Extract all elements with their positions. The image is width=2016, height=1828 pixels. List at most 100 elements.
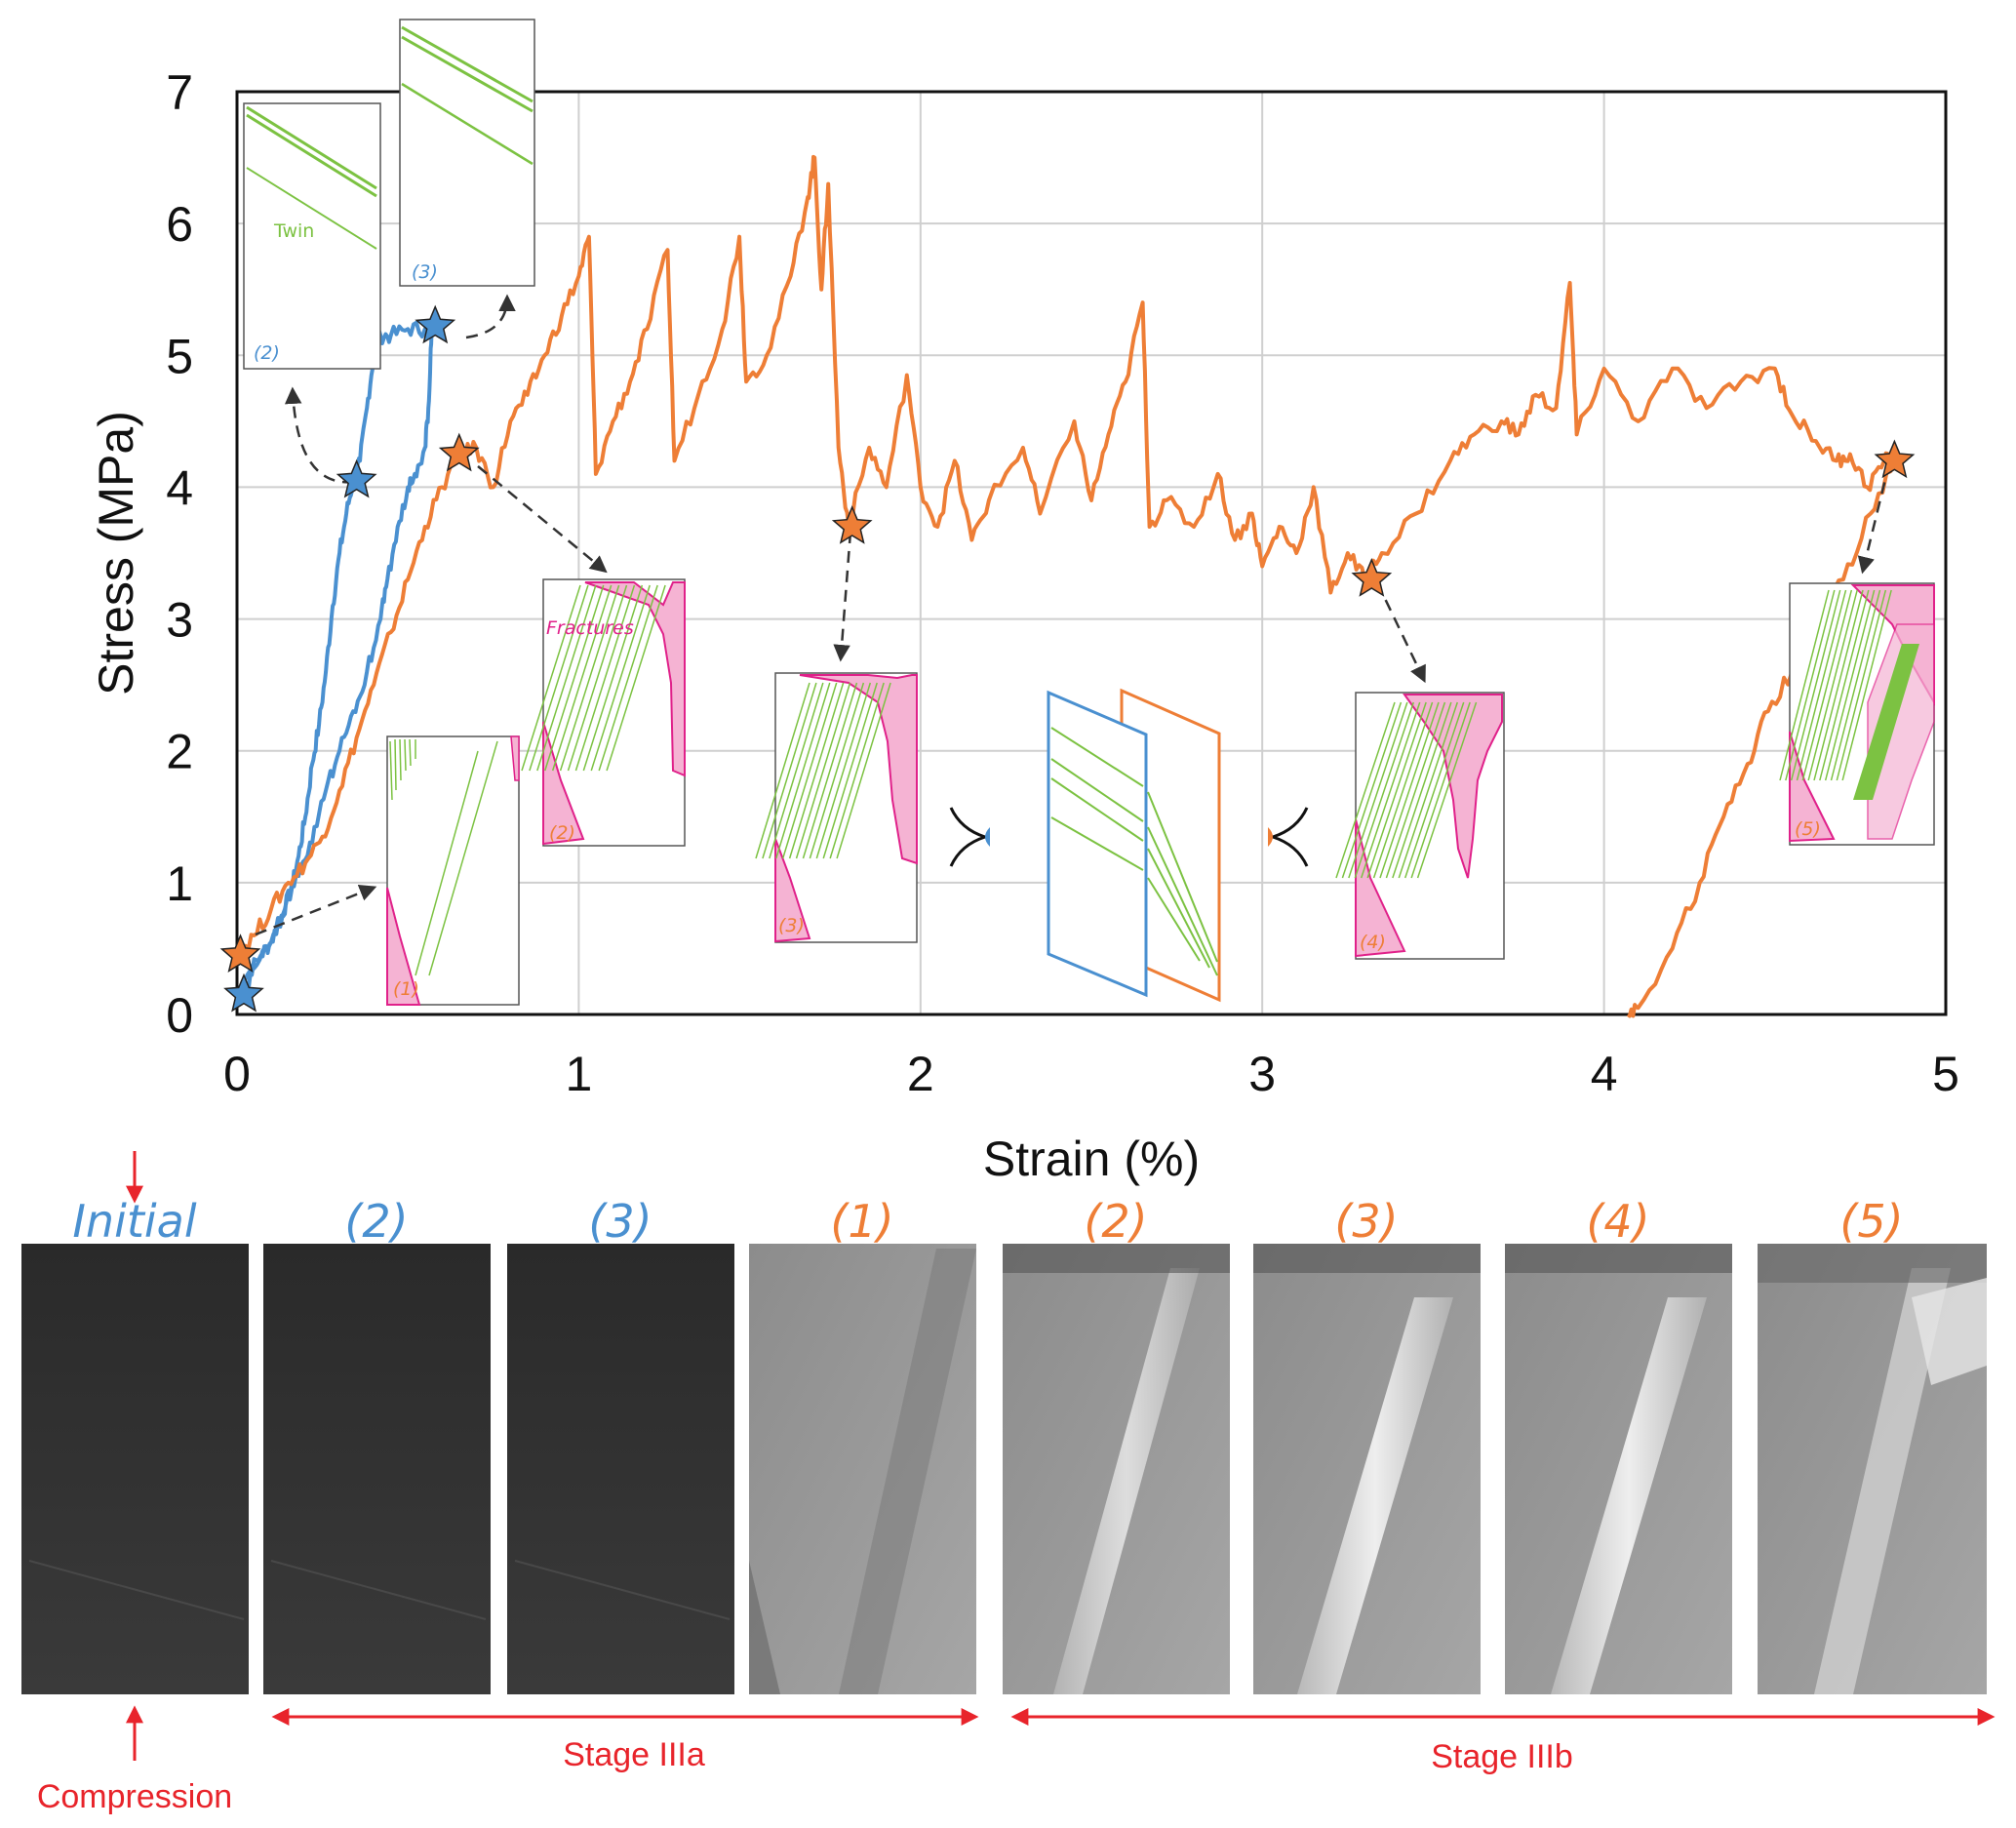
twin-hatch-line	[1779, 589, 1830, 781]
twin-hatch-line	[567, 584, 628, 772]
twin-hatch-line	[536, 584, 597, 772]
photo-blue-3	[507, 1244, 734, 1694]
twin-hatch-line	[1348, 701, 1408, 879]
twin-hatch-line	[1824, 589, 1876, 781]
inset-blue-2-label: (2)	[254, 342, 280, 364]
twin-hatch-line	[1796, 589, 1847, 781]
photo-orange-4	[1505, 1244, 1732, 1694]
photo-label: (4)	[1586, 1195, 1649, 1248]
twin-hatch-line	[1813, 589, 1864, 781]
inset-orange-3: (3)	[755, 672, 918, 943]
fractures-label: Fractures	[546, 617, 634, 639]
twin-hatch-line	[1841, 589, 1892, 781]
inset-orange-4-label: (4)	[1360, 932, 1386, 953]
y-tick-label: 0	[166, 988, 193, 1043]
photo-orange-2	[1003, 1244, 1230, 1694]
twin-hatch-line	[544, 584, 605, 772]
twin-hatch-line	[1385, 701, 1446, 879]
twin-hatch-line	[1354, 701, 1414, 879]
twin-hatch-line	[574, 584, 636, 772]
twin-hatch-line	[788, 682, 845, 859]
twin-hatch-line	[529, 584, 589, 772]
twin-hatch-line	[1785, 589, 1836, 781]
x-tick-label: 1	[565, 1047, 592, 1101]
twin-hatch-line	[769, 682, 824, 859]
twin-hatch-line	[795, 682, 851, 859]
star-marker	[1874, 439, 1916, 479]
twin-hatch-line	[829, 682, 885, 859]
twin-hatch-line	[775, 682, 831, 859]
twin-hatch-line	[1801, 589, 1853, 781]
photo-blue-2	[263, 1244, 491, 1694]
y-tick-label: 1	[166, 856, 193, 911]
inset-blue-2: Twin (2)	[243, 102, 381, 370]
inset-orange-5: (5)	[1779, 582, 1935, 846]
inset-orange-5-label: (5)	[1795, 818, 1821, 840]
x-tick-label: 5	[1932, 1047, 1959, 1101]
y-tick-label: 7	[166, 65, 193, 120]
x-axis-title: Strain (%)	[983, 1132, 1200, 1186]
y-tick-label: 2	[166, 725, 193, 779]
twin-hatch-line	[1392, 701, 1452, 879]
x-tick-labels: 0 1 2 3 4 5	[223, 1047, 1959, 1101]
twin-hatch-line	[802, 682, 858, 859]
star-marker	[1351, 558, 1393, 597]
photo-label: Initial	[72, 1195, 197, 1248]
star-marker	[415, 304, 456, 344]
x-tick-label: 2	[907, 1047, 934, 1101]
series-line-0	[235, 319, 434, 996]
series-layer	[235, 154, 1897, 1018]
twin-hatch-line	[559, 584, 620, 772]
twin-hatch-line	[1819, 589, 1870, 781]
y-tick-label: 4	[166, 460, 193, 515]
twin-hatch-line	[762, 682, 817, 859]
y-axis-title: Stress (MPa)	[89, 411, 143, 695]
photo-initial	[21, 1244, 249, 1694]
x-tick-label: 3	[1248, 1047, 1276, 1101]
photo-strip	[21, 1244, 1987, 1694]
photo-label: (3)	[588, 1195, 652, 1248]
inset-orange-1-label: (1)	[393, 978, 419, 1000]
y-tick-label: 5	[166, 329, 193, 383]
star-marker	[438, 432, 480, 472]
plot-frame	[235, 90, 1948, 1016]
photo-orange-3	[1253, 1244, 1481, 1694]
twin-hatch-line	[1410, 701, 1471, 879]
twin-hatch-line	[1366, 701, 1427, 879]
twin-hatch-line	[598, 584, 658, 772]
twin-hatch-line	[1807, 589, 1858, 781]
dashed-arrows	[255, 294, 1891, 936]
star-marker	[336, 458, 377, 498]
photo-label: (2)	[1084, 1195, 1147, 1248]
twin-hatch-line	[551, 584, 613, 772]
twin-hatch-line	[590, 584, 651, 772]
photo-labels: Initial (2) (3) (1) (2) (3) (4) (5)	[72, 1195, 1903, 1248]
twin-hatch-line	[1361, 701, 1421, 879]
twin-hatch-line	[1379, 701, 1440, 879]
inset-orange-2-label: (2)	[549, 822, 575, 844]
inset-orange-2: Fractures (2)	[521, 578, 686, 847]
y-tick-label: 3	[166, 593, 193, 648]
twin-hatch-line	[1830, 589, 1881, 781]
stage-annotations: Stage IIIa Stage IIIb Compression	[37, 1151, 1996, 1815]
twin-label: Twin	[273, 220, 314, 242]
twin-hatch-line	[836, 682, 891, 859]
twin-hatch-line	[582, 584, 644, 772]
twin-hatch-line	[1341, 701, 1403, 879]
series-line-1	[235, 154, 1897, 1018]
stage-iiia-label: Stage IIIa	[563, 1736, 705, 1773]
twin-hatch-line	[1404, 701, 1465, 879]
photo-orange-1	[749, 1244, 976, 1694]
photo-label: (3)	[1334, 1195, 1398, 1248]
inset-blue-3-label: (3)	[412, 261, 438, 283]
photo-label: (2)	[344, 1195, 408, 1248]
twin-hatch-line	[1335, 701, 1396, 879]
compression-label: Compression	[37, 1778, 232, 1815]
twin-hatch-line	[1372, 701, 1434, 879]
star-marker	[219, 934, 261, 973]
y-tick-label: 6	[166, 197, 193, 252]
stage-iiib-label: Stage IIIb	[1431, 1738, 1573, 1775]
photo-label: (1)	[830, 1195, 893, 1248]
inset-blue-3: (3)	[399, 19, 535, 287]
